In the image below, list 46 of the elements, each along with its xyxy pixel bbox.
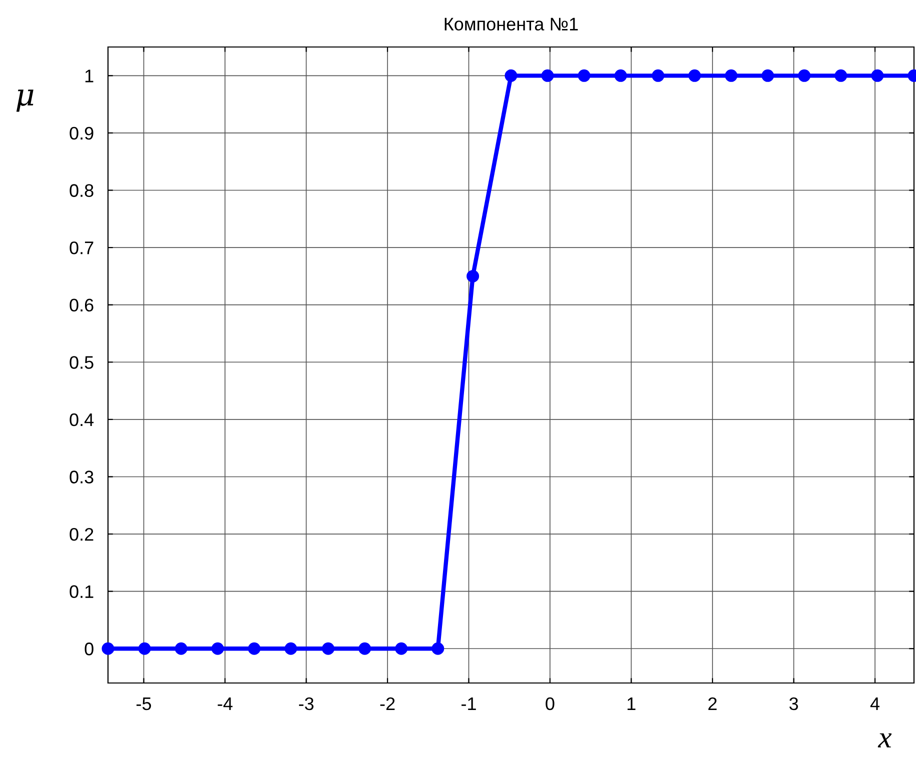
- y-tick-label: 0: [84, 642, 94, 656]
- point: [724, 69, 738, 82]
- y-tick-label: 0.4: [70, 413, 94, 426]
- y-tick-label: 0.6: [70, 298, 94, 312]
- x-tick-label: 3: [789, 697, 798, 710]
- point: [395, 642, 408, 655]
- point: [578, 69, 590, 82]
- point: [541, 69, 554, 82]
- x-tick-label: 1: [628, 698, 636, 710]
- y-tick-label: 0.2: [70, 528, 94, 541]
- y-tick-label: 1: [85, 70, 94, 82]
- y-axis-title: μ: [16, 90, 34, 112]
- point: [284, 642, 298, 655]
- x-tick-label: -1: [462, 698, 476, 710]
- point: [762, 69, 774, 82]
- chart-title: Компонента №1: [444, 18, 578, 31]
- point: [871, 69, 884, 82]
- x-tick-label: -5: [136, 698, 152, 710]
- x-tick-label: -4: [218, 698, 232, 710]
- y-tick-label: 0.9: [70, 126, 94, 140]
- y-tick-label: 0.1: [70, 585, 94, 598]
- point: [322, 642, 334, 655]
- y-tick-label: 0.8: [70, 184, 94, 197]
- point: [798, 69, 811, 82]
- point: [834, 69, 848, 82]
- x-tick-label: 4: [870, 698, 880, 710]
- point: [211, 642, 224, 655]
- point: [174, 642, 188, 655]
- point: [358, 642, 371, 655]
- point: [138, 642, 151, 655]
- point: [614, 69, 627, 82]
- x-tick-label: 2: [708, 697, 717, 710]
- point: [466, 270, 480, 282]
- y-tick-label: 0.7: [70, 241, 94, 254]
- point: [504, 69, 518, 82]
- point: [432, 642, 444, 655]
- x-axis-title: x: [878, 733, 892, 748]
- point: [652, 69, 664, 82]
- x-tick-label: -3: [299, 697, 314, 710]
- y-tick-label: 0.3: [70, 470, 94, 484]
- x-tick-label: 0: [546, 697, 554, 710]
- point: [248, 642, 260, 655]
- point: [688, 69, 701, 82]
- point: [102, 642, 114, 655]
- y-tick-label: 0.5: [70, 356, 94, 369]
- x-tick-label: -2: [380, 697, 395, 710]
